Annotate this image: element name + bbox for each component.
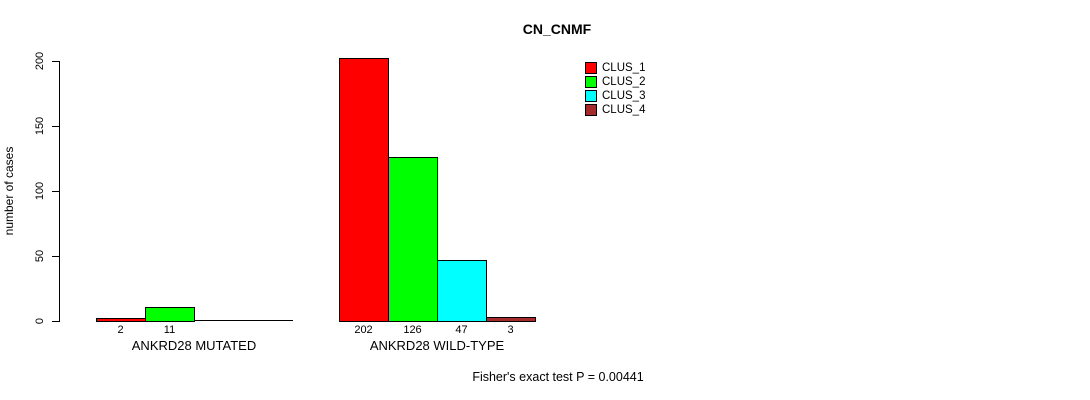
chart-title: CN_CNMF (522, 21, 592, 37)
bar-value-label: 202 (354, 324, 373, 336)
bar-clus_1 (339, 58, 389, 322)
y-tick-label: 100 (34, 181, 46, 201)
bar-value-label: 11 (163, 324, 176, 336)
bar-value-label: 47 (455, 324, 468, 336)
bar-value-label: 3 (507, 324, 514, 336)
legend-row: CLUS_3 (585, 90, 645, 102)
legend-label: CLUS_4 (602, 104, 646, 116)
bar-clus_4 (486, 317, 536, 322)
y-tick-mark (52, 61, 59, 62)
bar-clus_2 (145, 307, 195, 322)
legend-label: CLUS_1 (602, 62, 646, 74)
zero-height-bar-clus_3 (194, 320, 244, 321)
y-tick-label: 200 (34, 51, 46, 71)
fisher-test-annotation: Fisher's exact test P = 0.00441 (472, 370, 644, 384)
y-tick-mark (52, 126, 59, 127)
legend-swatch-clus_4 (585, 104, 597, 116)
y-tick-label: 50 (34, 249, 46, 263)
legend-row: CLUS_1 (585, 62, 645, 74)
y-tick-mark (52, 191, 59, 192)
x-group-label: ANKRD28 MUTATED (131, 338, 257, 353)
legend-row: CLUS_2 (585, 76, 645, 88)
legend-row: CLUS_4 (585, 104, 645, 116)
legend: CLUS_1 CLUS_2 CLUS_3 CLUS_4 (585, 62, 645, 118)
bar-clus_1 (96, 318, 146, 322)
bar-clus_3 (437, 260, 487, 322)
legend-label: CLUS_3 (602, 90, 646, 102)
legend-swatch-clus_3 (585, 90, 597, 102)
y-tick-mark (52, 256, 59, 257)
y-axis-line (59, 61, 60, 322)
legend-swatch-clus_2 (585, 76, 597, 88)
legend-swatch-clus_1 (585, 62, 597, 74)
bar-value-label: 2 (117, 324, 124, 336)
bar-value-label: 126 (403, 324, 422, 336)
y-tick-label: 0 (34, 317, 46, 325)
bar-clus_2 (388, 157, 438, 322)
legend-label: CLUS_2 (602, 76, 646, 88)
y-axis-label: number of cases (2, 146, 16, 236)
y-tick-mark (52, 321, 59, 322)
zero-height-bar-clus_4 (243, 320, 293, 321)
x-group-label: ANKRD28 WILD-TYPE (369, 338, 505, 353)
y-tick-label: 150 (34, 116, 46, 136)
